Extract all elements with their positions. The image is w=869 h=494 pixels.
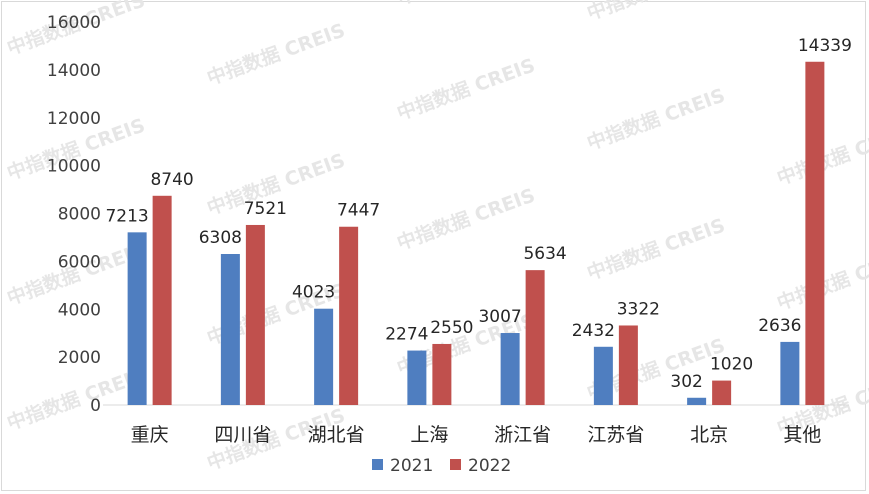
bar-2021 bbox=[500, 333, 520, 405]
legend-label: 2021 bbox=[390, 456, 433, 476]
legend-swatch bbox=[450, 459, 461, 470]
y-tick-label: 2000 bbox=[58, 348, 101, 368]
bar-2022 bbox=[432, 343, 452, 405]
watermark-text: 中指数据 CREIS bbox=[394, 0, 538, 10]
x-tick-label: 其他 bbox=[783, 424, 821, 446]
bar-2021 bbox=[687, 397, 707, 405]
data-label: 2274 bbox=[385, 325, 428, 345]
bar-2022 bbox=[712, 380, 732, 405]
watermark-text: 中指数据 CREIS bbox=[584, 214, 728, 285]
data-label: 4023 bbox=[292, 283, 335, 303]
bar-2022 bbox=[618, 325, 638, 405]
x-axis: 重庆 四川省 湖北省 上海 浙江省 江苏省 北京 其他 bbox=[131, 424, 822, 446]
watermark-text: 中指数据 CREIS bbox=[4, 239, 148, 310]
data-label: 302 bbox=[670, 372, 702, 392]
legend: 2021 2022 bbox=[372, 456, 511, 476]
y-tick-label: 4000 bbox=[58, 300, 101, 320]
data-label: 2636 bbox=[758, 316, 801, 336]
bar-2022 bbox=[805, 61, 825, 405]
bar-2022 bbox=[152, 195, 172, 405]
y-axis: 0 2000 4000 6000 8000 10000 12000 14000 16000 bbox=[47, 13, 101, 416]
data-label: 7447 bbox=[337, 201, 380, 221]
y-tick-label: 10000 bbox=[47, 157, 101, 177]
y-tick-label: 6000 bbox=[58, 252, 101, 272]
data-label: 5634 bbox=[523, 244, 566, 264]
x-tick-label: 重庆 bbox=[131, 424, 169, 446]
bar-2022 bbox=[339, 226, 359, 405]
x-tick-label: 江苏省 bbox=[587, 424, 644, 446]
x-tick-label: 湖北省 bbox=[308, 424, 365, 446]
bar-2021 bbox=[314, 308, 334, 405]
data-label: 2432 bbox=[572, 321, 615, 341]
data-label: 8740 bbox=[150, 170, 193, 190]
data-label: 1020 bbox=[710, 355, 753, 375]
data-label: 6308 bbox=[199, 228, 242, 248]
bar-2021 bbox=[593, 346, 613, 405]
bars-layer bbox=[127, 61, 825, 405]
bar-2021 bbox=[220, 254, 240, 405]
watermark-text: 中指数据 CREIS bbox=[394, 54, 538, 125]
legend-swatch bbox=[372, 459, 383, 470]
y-tick-label: 16000 bbox=[47, 13, 101, 33]
data-label: 2550 bbox=[430, 318, 473, 338]
data-label: 14339 bbox=[798, 36, 852, 56]
bar-2022 bbox=[245, 224, 265, 405]
bar-2021 bbox=[780, 341, 800, 405]
bar-2022 bbox=[525, 270, 545, 405]
watermark-text: 中指数据 CREIS bbox=[4, 364, 148, 435]
watermark-text: 中指数据 CREIS bbox=[204, 19, 348, 90]
x-tick-label: 北京 bbox=[690, 424, 728, 446]
data-label: 7521 bbox=[244, 199, 287, 219]
y-tick-label: 0 bbox=[90, 396, 101, 416]
x-tick-label: 上海 bbox=[410, 424, 448, 446]
x-tick-label: 浙江省 bbox=[494, 424, 551, 446]
data-label: 7213 bbox=[105, 206, 148, 226]
legend-label: 2022 bbox=[468, 456, 511, 476]
x-tick-label: 四川省 bbox=[214, 424, 271, 446]
y-tick-label: 14000 bbox=[47, 61, 101, 81]
data-label: 3322 bbox=[617, 299, 660, 319]
y-tick-label: 12000 bbox=[47, 109, 101, 129]
y-tick-label: 8000 bbox=[58, 205, 101, 225]
data-label: 3007 bbox=[478, 307, 521, 327]
watermark-text: 中指数据 CREIS bbox=[394, 184, 538, 255]
watermark-text: 中指数据 CREIS bbox=[584, 0, 728, 25]
bar-2021 bbox=[407, 350, 427, 405]
bar-2021 bbox=[127, 232, 147, 405]
watermark-text: 中指数据 CREIS bbox=[584, 84, 728, 155]
